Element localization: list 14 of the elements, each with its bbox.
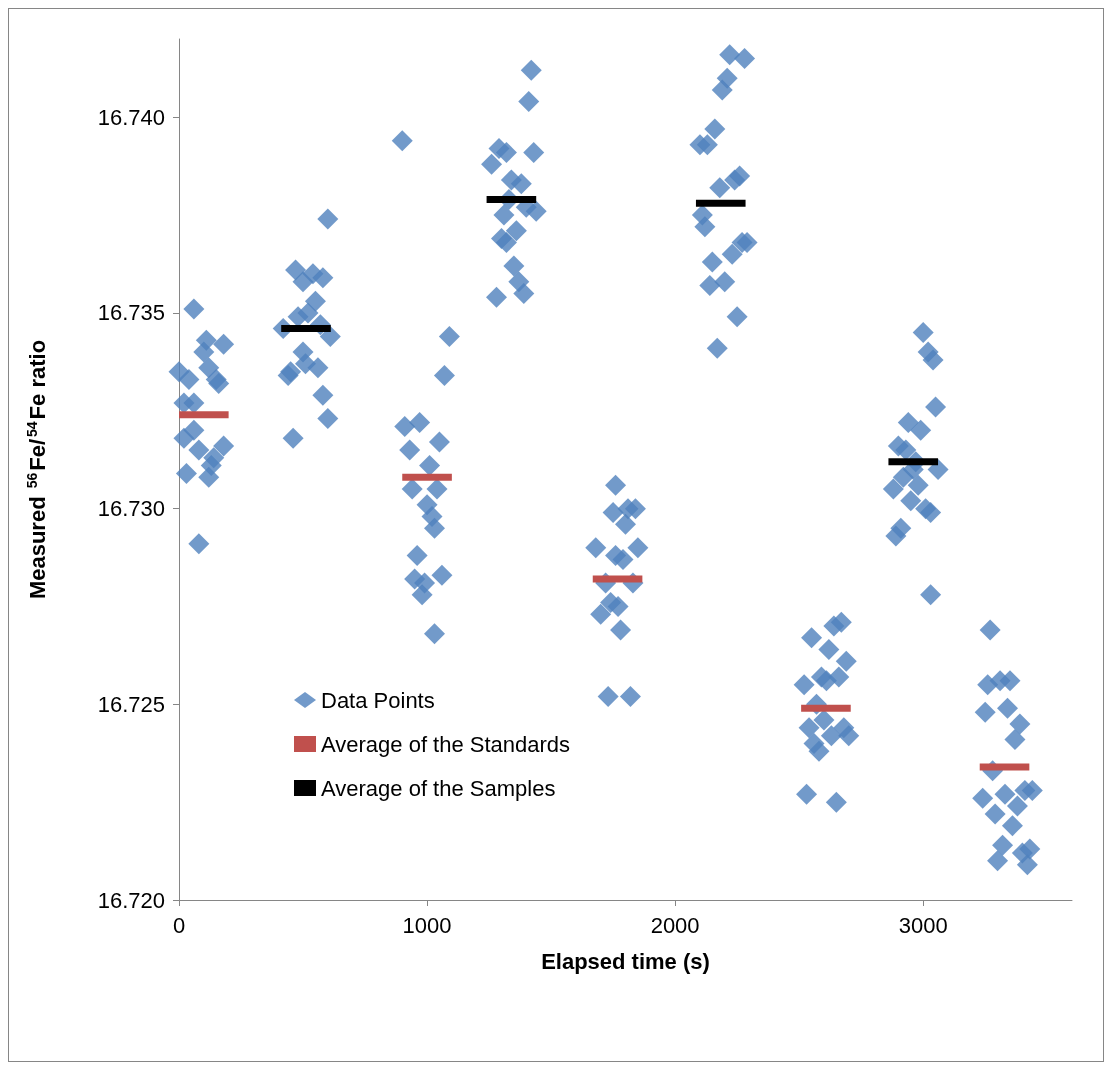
legend-label: Data Points <box>321 687 435 713</box>
y-tick-label: 16.725 <box>97 691 165 717</box>
x-tick-label: 0 <box>172 912 186 938</box>
x-tick-label: 1000 <box>402 912 452 938</box>
y-tick-label: 16.735 <box>97 300 165 326</box>
legend-label: Average of the Standards <box>321 731 571 757</box>
x-tick-label: 2000 <box>650 912 700 938</box>
x-axis-title: Elapsed time (s) <box>541 948 710 974</box>
y-tick-label: 16.720 <box>97 887 165 913</box>
x-tick-label: 3000 <box>898 912 948 938</box>
y-tick-label: 16.730 <box>97 496 165 522</box>
y-tick-label: 16.740 <box>97 104 165 130</box>
y-axis-title: Measured 56Fe/54Fe ratio <box>24 339 50 600</box>
legend-label: Average of the Samples <box>321 775 556 801</box>
